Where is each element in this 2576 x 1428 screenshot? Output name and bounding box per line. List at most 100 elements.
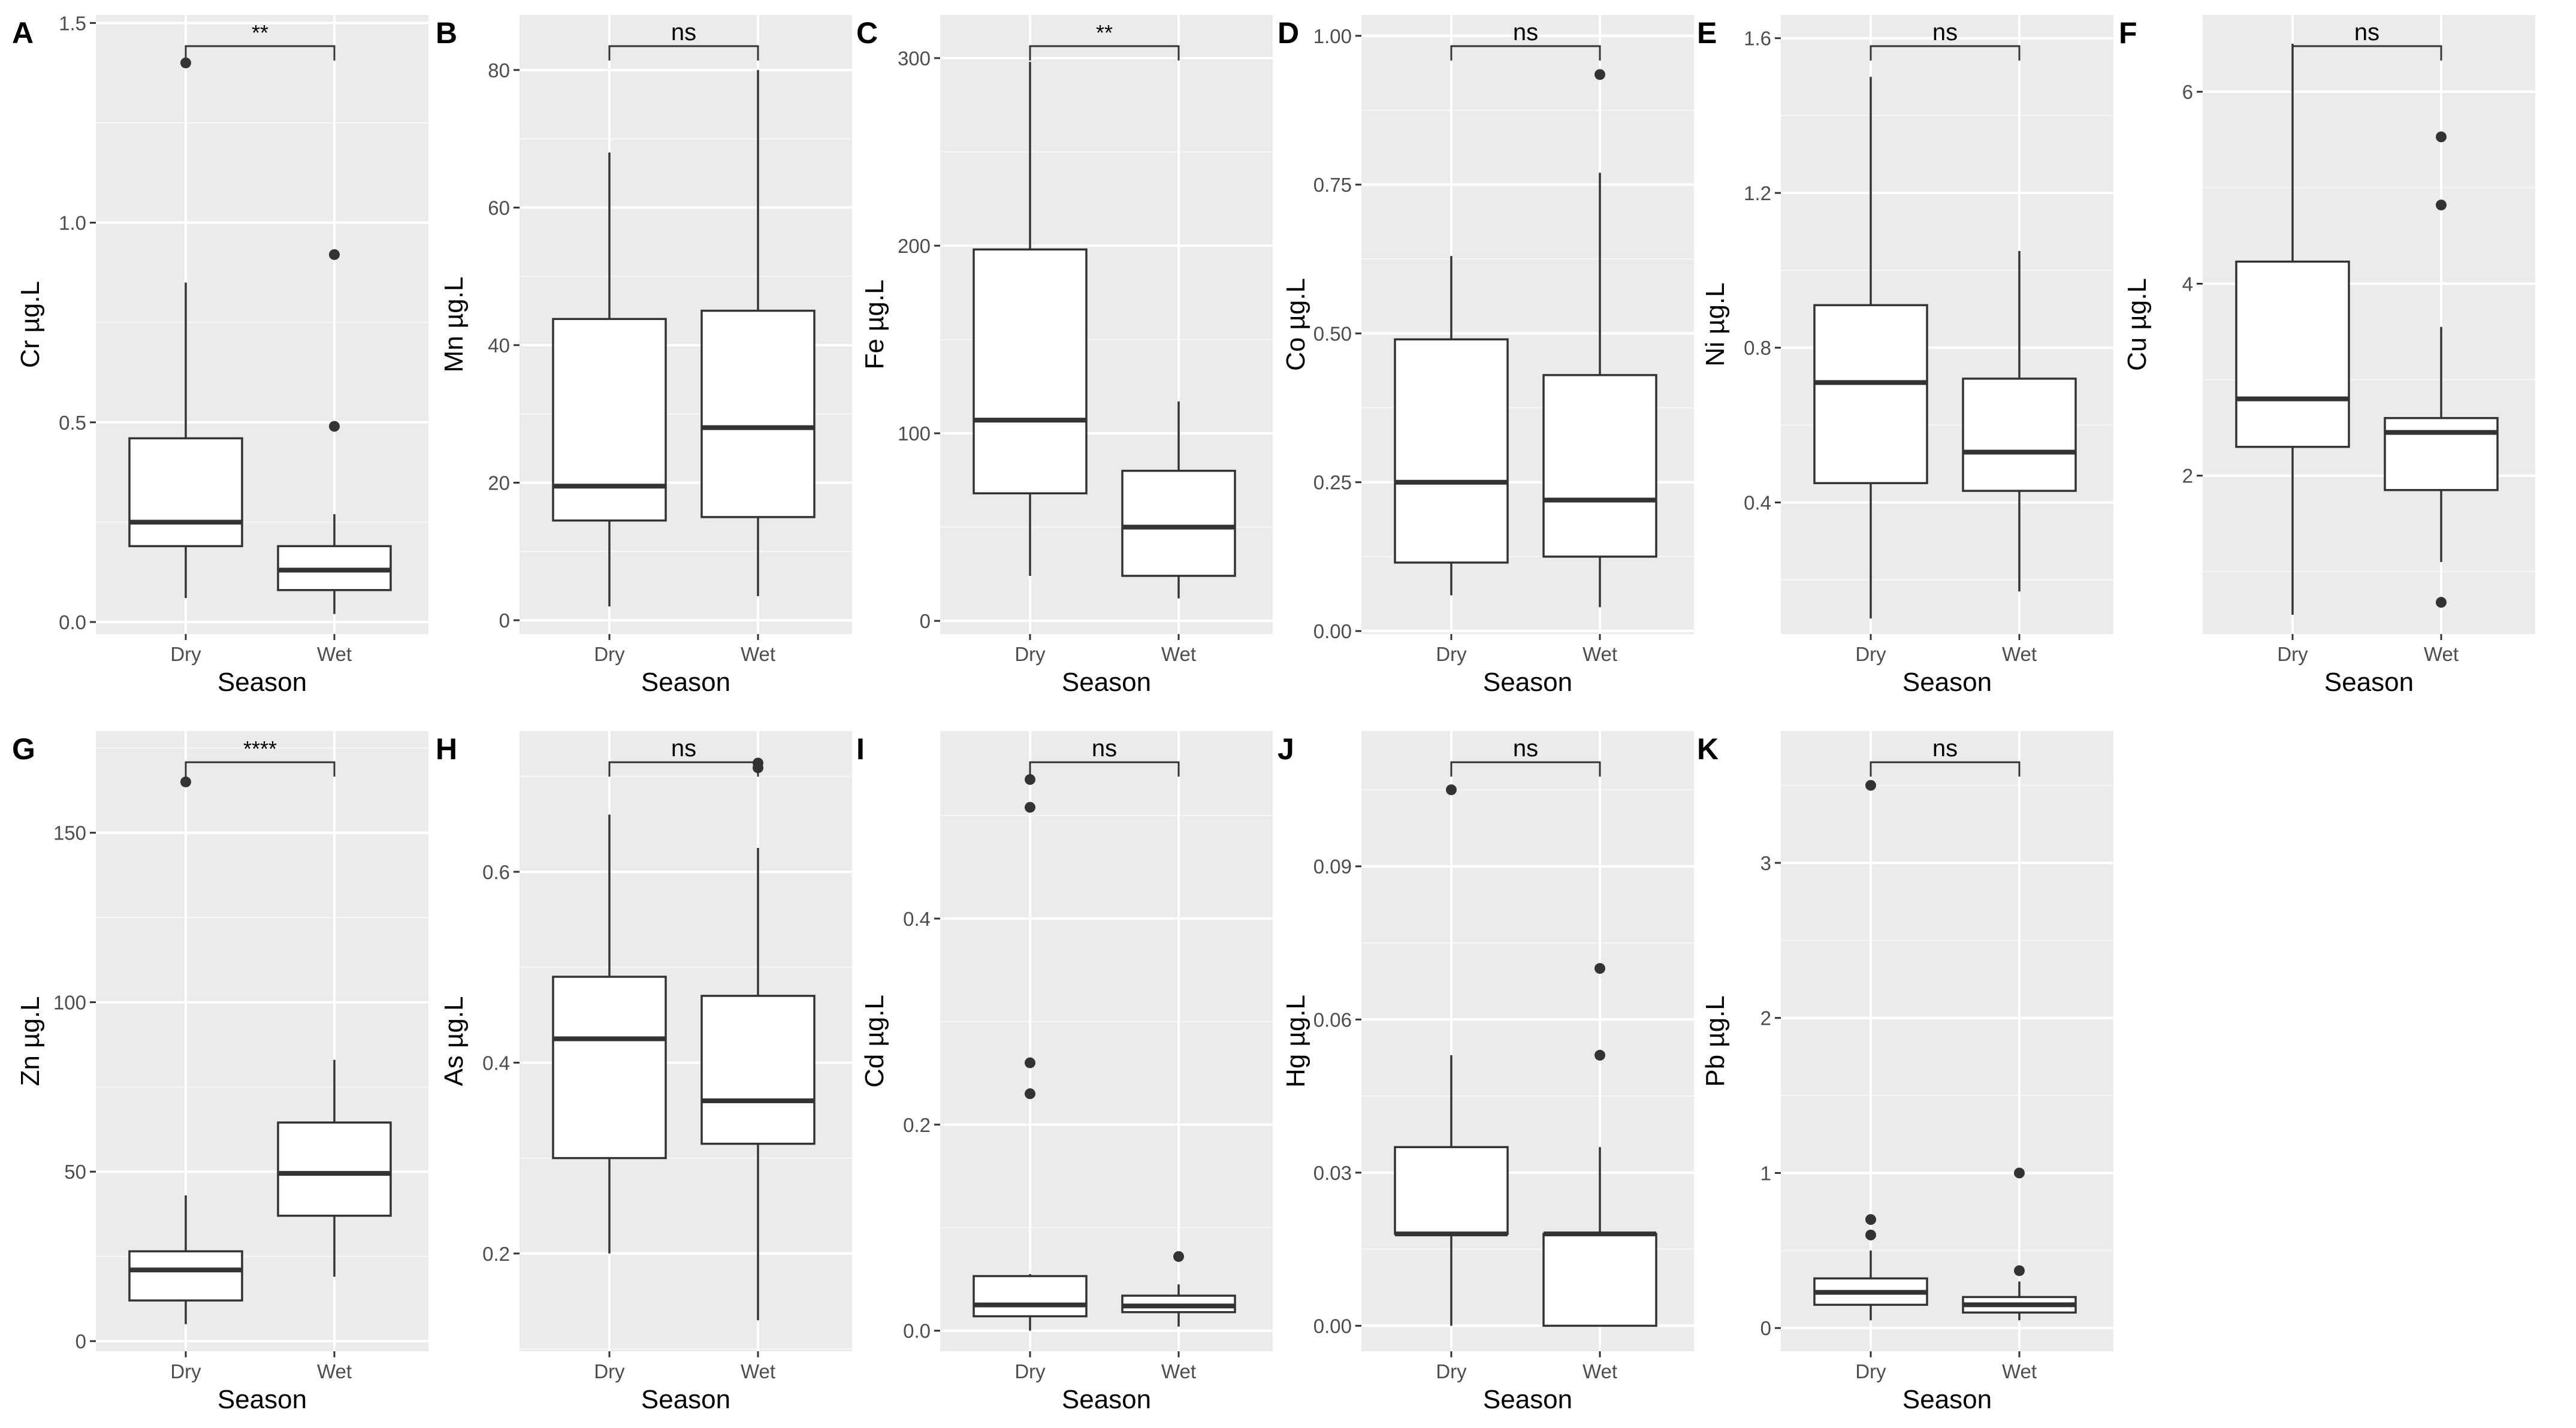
y-tick-label: 0.2 — [482, 1243, 510, 1265]
y-tick-label: 0 — [920, 610, 931, 632]
x-tick-label: Wet — [2424, 643, 2459, 665]
plot-background — [1781, 731, 2113, 1351]
outlier-point — [1446, 784, 1457, 795]
x-tick-label: Wet — [317, 643, 352, 665]
significance-label: ns — [1513, 19, 1538, 46]
panel-letter: E — [1697, 16, 1717, 50]
y-tick-label: 1.0 — [59, 212, 86, 234]
plot-background — [96, 731, 428, 1351]
x-tick-label: Dry — [594, 643, 625, 665]
outlier-point — [1025, 1088, 1035, 1100]
y-tick-label: 150 — [53, 822, 86, 844]
box-wet — [1121, 401, 1236, 599]
y-tick-label: 200 — [898, 235, 931, 257]
panel-letter: J — [1278, 732, 1294, 766]
box-iqr — [2384, 416, 2499, 491]
panel-j: 0.00 0.03 0.06 0.09 Dry Wet Season Hg µg.L J ns — [1278, 731, 1694, 1414]
significance-label: ns — [671, 19, 696, 46]
significance-label: ns — [1932, 735, 1958, 762]
box-dry — [1813, 780, 1928, 1321]
x-axis-title: Season — [1902, 668, 1992, 697]
x-tick-label: Dry — [594, 1360, 625, 1382]
box-wet — [1542, 963, 1657, 1327]
y-tick-label: 0.0 — [59, 611, 86, 633]
y-axis-title: Hg µg.L — [1281, 995, 1310, 1088]
x-axis-title: Season — [218, 668, 307, 697]
y-tick-label: 50 — [64, 1161, 86, 1183]
box-dry — [973, 774, 1088, 1331]
box-iqr — [1962, 378, 2077, 492]
outlier-point — [1594, 963, 1605, 974]
panel-letter: G — [12, 732, 35, 766]
y-tick-label: 0.8 — [1744, 337, 1771, 359]
panel-letter: H — [436, 732, 457, 766]
significance-label: ns — [2354, 19, 2379, 46]
x-axis-title: Season — [1483, 1385, 1572, 1414]
y-tick-label: 6 — [2182, 81, 2193, 103]
significance-bracket — [185, 45, 336, 61]
box-iqr — [128, 437, 243, 548]
panel-a: 0.0 0.5 1.0 1.5 Dry Wet Season Cr µg.L A ** — [12, 12, 428, 697]
x-tick-label: Dry — [1436, 1360, 1467, 1382]
x-tick-label: Dry — [170, 643, 201, 665]
outlier-point — [1865, 1214, 1876, 1225]
box-wet — [700, 70, 816, 596]
box-wet — [700, 757, 816, 1321]
panel-e: 0.4 0.8 1.2 1.6 Dry Wet Season Ni µg.L E ns — [1697, 15, 2113, 697]
x-tick-label: Dry — [1014, 643, 1046, 665]
outlier-point — [329, 421, 340, 432]
y-axis-title: Mn µg.L — [439, 277, 469, 373]
y-tick-label: 0.2 — [903, 1114, 931, 1136]
outlier-point — [1865, 780, 1876, 791]
box-iqr — [1394, 338, 1509, 564]
outlier-point — [2436, 131, 2447, 143]
box-dry — [552, 152, 667, 607]
x-tick-label: Dry — [170, 1360, 201, 1382]
panel-f: 2 4 6 Dry Wet Season Cu µg.L F ns — [2119, 15, 2535, 697]
y-tick-label: 20 — [488, 472, 510, 494]
y-axis-title: As µg.L — [439, 996, 469, 1086]
panel-letter: K — [1697, 732, 1719, 766]
box-wet — [2384, 131, 2499, 608]
x-tick-label: Wet — [317, 1360, 352, 1382]
significance-bracket — [1450, 45, 1601, 61]
box-iqr — [1542, 1233, 1657, 1327]
box-wet — [277, 1059, 392, 1277]
y-tick-label: 2 — [1760, 1007, 1771, 1030]
significance-bracket — [608, 761, 759, 777]
outlier-point — [1173, 1251, 1184, 1262]
significance-bracket — [1870, 761, 2021, 777]
box-iqr — [973, 1275, 1088, 1318]
x-tick-label: Wet — [1583, 1360, 1617, 1382]
y-tick-label: 0 — [1760, 1317, 1771, 1339]
x-tick-label: Dry — [1855, 643, 1886, 665]
box-wet — [1121, 1251, 1236, 1327]
significance-label: **** — [243, 736, 277, 761]
box-iqr — [1394, 1146, 1509, 1235]
y-tick-label: 0.09 — [1313, 856, 1352, 878]
outlier-point — [1594, 69, 1605, 80]
significance-bracket — [1029, 761, 1180, 777]
box-dry — [1813, 77, 1928, 619]
box-iqr — [1813, 304, 1928, 484]
y-tick-label: 100 — [53, 991, 86, 1013]
outlier-point — [2436, 597, 2447, 608]
panel-letter: B — [436, 16, 457, 50]
panel-h: 0.2 0.4 0.6 Dry Wet Season As µg.L H ns — [436, 731, 852, 1414]
box-iqr — [2235, 260, 2350, 448]
panel-k: 0 1 2 3 Dry Wet Season Pb µg.L K ns — [1697, 731, 2113, 1414]
x-axis-title: Season — [641, 1385, 730, 1414]
y-axis-title: Ni µg.L — [1701, 282, 1730, 366]
y-tick-label: 1.2 — [1744, 182, 1771, 204]
panel-letter: D — [1278, 16, 1299, 50]
y-tick-label: 1 — [1760, 1162, 1771, 1184]
box-wet — [1962, 1167, 2077, 1321]
y-axis-title: Pb µg.L — [1701, 995, 1730, 1087]
outlier-point — [329, 249, 340, 260]
box-dry — [552, 814, 667, 1254]
outlier-point — [1865, 1229, 1876, 1240]
x-axis-title: Season — [1902, 1385, 1992, 1414]
x-axis-title: Season — [1062, 668, 1151, 697]
x-tick-label: Dry — [1014, 1360, 1046, 1382]
box-dry — [973, 62, 1088, 576]
